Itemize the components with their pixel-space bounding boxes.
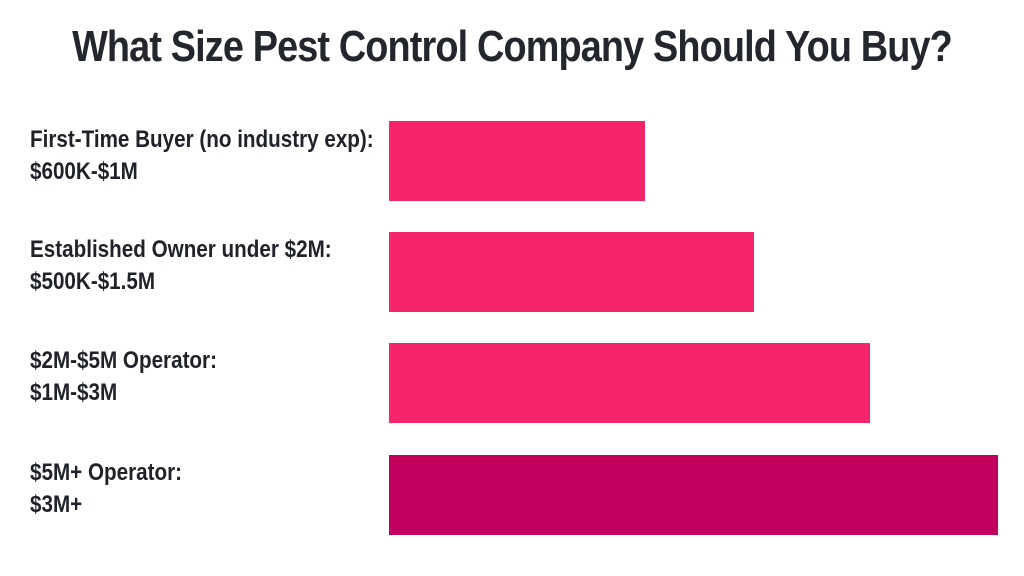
bar-2 [389,232,754,312]
category-range: $1M-$3M [30,379,118,406]
category-name: $2M-$5M Operator: [30,347,217,374]
category-name: First-Time Buyer (no industry exp): [30,126,374,153]
bar-3 [389,343,870,423]
category-range: $500K-$1.5M [30,268,156,295]
chart-title: What Size Pest Control Company Should Yo… [72,22,953,71]
category-label-1: First-Time Buyer (no industry exp): $600K… [30,124,374,188]
bar-4 [389,455,998,535]
category-label-4: $5M+ Operator: $3M+ [30,457,182,521]
category-range: $600K-$1M [30,158,138,185]
bar-1 [389,121,645,201]
category-name: Established Owner under $2M: [30,236,332,263]
category-name: $5M+ Operator: [30,459,182,486]
category-label-2: Established Owner under $2M: $500K-$1.5M [30,234,332,298]
category-range: $3M+ [30,491,83,518]
category-label-3: $2M-$5M Operator: $1M-$3M [30,345,217,409]
